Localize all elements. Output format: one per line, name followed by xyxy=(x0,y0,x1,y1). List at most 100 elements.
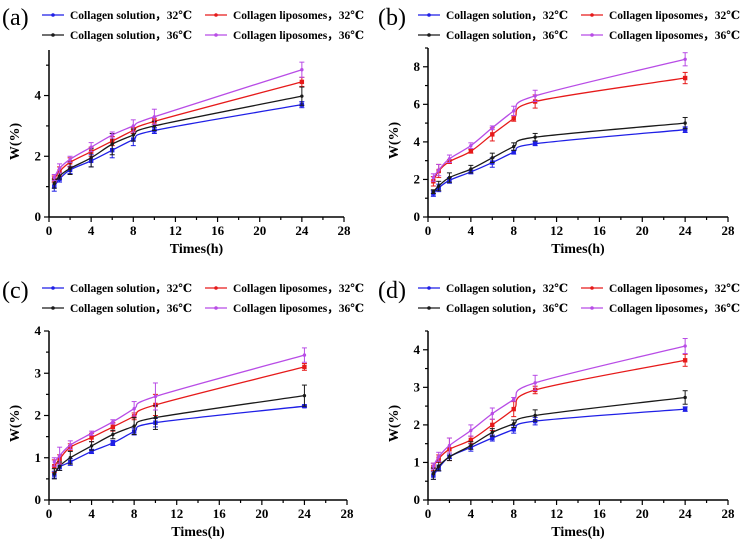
x-axis-label: Times(h) xyxy=(171,525,225,540)
data-point xyxy=(682,358,688,363)
data-point xyxy=(490,132,495,137)
data-point xyxy=(682,406,688,412)
data-point xyxy=(511,116,516,121)
data-point xyxy=(132,424,136,428)
data-point xyxy=(437,168,441,172)
data-point xyxy=(152,124,157,128)
data-point xyxy=(682,75,688,81)
data-point xyxy=(683,344,687,348)
x-tick-label: 20 xyxy=(636,506,649,521)
y-tick-label: 3 xyxy=(414,379,421,394)
data-point xyxy=(132,407,136,411)
panel-label: (d) xyxy=(378,278,406,304)
data-point xyxy=(490,435,495,441)
y-tick-label: 0 xyxy=(414,209,421,224)
data-point xyxy=(300,94,304,98)
panel-label: (a) xyxy=(2,5,29,31)
data-point xyxy=(110,133,114,137)
x-tick-label: 16 xyxy=(213,506,227,521)
legend-label: Collagen liposomes，32℃ xyxy=(609,283,740,295)
data-point xyxy=(469,443,473,448)
x-tick-label: 8 xyxy=(510,223,517,238)
legend-label: Collagen solution，32℃ xyxy=(446,10,568,22)
legend-marker xyxy=(590,286,594,290)
data-point xyxy=(131,124,135,128)
data-point xyxy=(469,143,473,148)
data-point xyxy=(490,411,494,416)
series-line-sol36 xyxy=(53,95,302,184)
y-tick-label: 2 xyxy=(35,408,42,423)
x-tick-label: 12 xyxy=(550,223,563,238)
y-tick-label: 4 xyxy=(414,342,421,357)
legend-label: Collagen solution，36℃ xyxy=(446,303,568,315)
x-tick-label: 0 xyxy=(425,506,432,521)
data-point xyxy=(431,472,436,476)
y-axis-label: W(%) xyxy=(8,405,23,443)
data-point xyxy=(468,437,474,443)
y-axis-label: W(%) xyxy=(8,123,23,161)
data-point xyxy=(89,431,94,435)
data-point xyxy=(89,156,93,160)
legend-marker xyxy=(51,306,55,310)
x-tick-label: 16 xyxy=(593,506,607,521)
data-point xyxy=(469,428,473,433)
legend-marker xyxy=(214,33,218,37)
data-point xyxy=(52,472,57,476)
x-tick-label: 16 xyxy=(211,223,225,238)
chart-panel-c: (c) Collagen solution，32℃ Collagen liposom… xyxy=(2,278,364,540)
data-point xyxy=(152,115,157,119)
x-tick-label: 24 xyxy=(295,223,309,238)
data-point xyxy=(683,57,687,61)
data-point xyxy=(683,121,687,125)
data-point xyxy=(469,167,473,171)
legend-label: Collagen liposomes，32℃ xyxy=(233,10,364,22)
y-tick-label: 4 xyxy=(35,88,42,103)
x-tick-label: 0 xyxy=(425,223,432,238)
legend-marker xyxy=(51,286,55,290)
legend-marker xyxy=(427,306,431,310)
data-point xyxy=(447,157,452,161)
data-point xyxy=(89,444,94,448)
chart-panel-a: (a) Collagen solution，32℃ Collagen liposom… xyxy=(2,5,364,257)
legend-label: Collagen solution，36℃ xyxy=(70,303,192,315)
data-point xyxy=(57,453,62,458)
data-point xyxy=(490,430,494,435)
x-tick-label: 8 xyxy=(131,506,138,521)
data-point xyxy=(52,460,57,464)
x-tick-label: 0 xyxy=(46,223,53,238)
y-tick-label: 2 xyxy=(414,171,421,186)
legend-label: Collagen solution，32℃ xyxy=(70,283,192,295)
x-tick-label: 28 xyxy=(338,223,352,238)
panel-label: (b) xyxy=(378,5,406,31)
x-tick-label: 0 xyxy=(46,506,53,521)
data-point xyxy=(512,144,516,149)
y-axis-label: W(%) xyxy=(387,122,402,160)
data-point xyxy=(533,413,537,418)
x-tick-label: 16 xyxy=(593,223,607,238)
legend-marker xyxy=(427,33,431,37)
x-tick-label: 24 xyxy=(298,506,312,521)
legend-label: Collagen liposomes，36℃ xyxy=(609,30,740,42)
legend-label: Collagen liposomes，32℃ xyxy=(609,10,740,22)
data-point xyxy=(300,68,304,72)
data-point xyxy=(532,141,538,146)
data-point xyxy=(437,455,441,459)
legend-label: Collagen liposomes，32℃ xyxy=(233,283,364,295)
x-axis-label: Times(h) xyxy=(551,525,605,540)
data-point xyxy=(302,364,307,370)
data-point xyxy=(111,420,115,424)
x-tick-label: 24 xyxy=(679,223,693,238)
x-tick-label: 20 xyxy=(255,506,268,521)
series-line-lip36 xyxy=(53,354,305,463)
data-point xyxy=(447,443,452,448)
y-tick-label: 2 xyxy=(414,417,421,432)
panel-label: (c) xyxy=(2,278,29,304)
data-point xyxy=(57,464,62,468)
data-point xyxy=(533,135,537,139)
x-tick-label: 28 xyxy=(722,223,736,238)
legend-label: Collagen solution，32℃ xyxy=(446,283,568,295)
data-point xyxy=(52,175,56,180)
data-point xyxy=(683,395,687,400)
x-tick-label: 4 xyxy=(88,506,95,521)
data-point xyxy=(511,150,516,155)
